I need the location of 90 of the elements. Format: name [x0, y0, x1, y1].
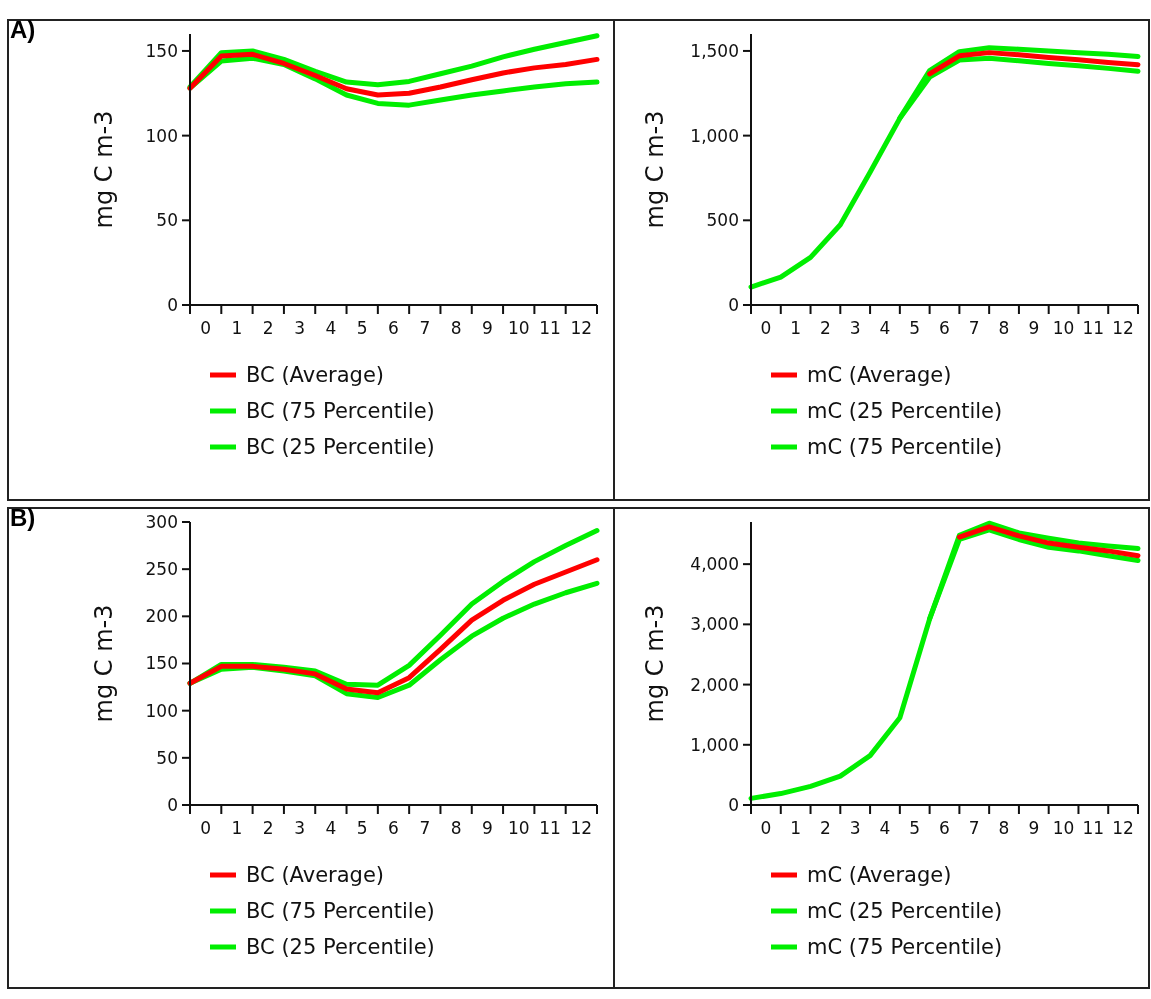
legend-label: BC (Average): [246, 863, 384, 887]
x-tick-label: 2: [262, 318, 274, 338]
x-tick-label: 6: [939, 818, 950, 838]
x-tick-label: 6: [388, 818, 399, 838]
y-tick-label: 1,000: [690, 734, 739, 755]
x-tick-label: 11: [539, 318, 561, 338]
x-tick-label: 12: [570, 818, 593, 838]
legend-label: mC (Average): [807, 363, 952, 387]
legend-label: BC (Average): [246, 363, 384, 387]
x-tick-label: 11: [539, 818, 561, 838]
x-tick-label: 8: [450, 318, 462, 338]
x-tick-label: 9: [1028, 818, 1040, 838]
legend-label: BC (25 Percentile): [246, 935, 435, 959]
x-tick-label: 11: [1082, 318, 1105, 338]
legend-label: mC (75 Percentile): [807, 435, 1003, 459]
y-tick-label: 3,000: [690, 614, 739, 635]
x-tick-label: 10: [1052, 318, 1075, 338]
x-tick-label: 4: [325, 818, 337, 838]
x-tick-label: 8: [998, 318, 1010, 338]
x-tick-label: 9: [482, 818, 493, 838]
x-tick-label: 12: [1112, 818, 1134, 838]
x-tick-label: 1: [231, 318, 243, 338]
y-axis-title: mg C m-3: [90, 604, 118, 723]
x-tick-label: 7: [419, 318, 431, 338]
y-tick-label: 250: [145, 559, 178, 580]
x-tick-label: 3: [294, 818, 305, 838]
y-axis-title: mg C m-3: [641, 604, 669, 723]
x-tick-label: 0: [200, 818, 212, 838]
x-tick-label: 6: [939, 318, 950, 338]
y-tick-label: 300: [145, 511, 178, 532]
x-tick-label: 7: [968, 318, 980, 338]
x-tick-label: 7: [419, 818, 431, 838]
x-tick-label: 12: [1112, 318, 1134, 338]
x-tick-label: 12: [570, 318, 593, 338]
x-tick-label: 4: [325, 318, 337, 338]
y-tick-label: 100: [145, 125, 178, 146]
legend-label: mC (25 Percentile): [807, 899, 1003, 923]
x-tick-label: 1: [790, 818, 802, 838]
x-tick-label: 9: [1028, 318, 1040, 338]
x-tick-label: 3: [849, 318, 861, 338]
x-tick-label: 2: [820, 318, 831, 338]
y-tick-label: 50: [156, 747, 178, 768]
text: A): [10, 16, 36, 43]
y-tick-label: 100: [145, 700, 178, 721]
x-tick-label: 9: [482, 318, 493, 338]
y-tick-label: 200: [145, 606, 178, 627]
x-tick-label: 5: [909, 818, 921, 838]
x-tick-label: 6: [388, 318, 399, 338]
legend-label: mC (Average): [807, 863, 952, 887]
x-tick-label: 2: [820, 818, 831, 838]
legend-label: BC (25 Percentile): [246, 435, 435, 459]
text: B): [10, 504, 36, 531]
x-tick-label: 7: [968, 818, 980, 838]
x-tick-label: 5: [356, 818, 368, 838]
y-tick-label: 500: [706, 210, 739, 231]
y-tick-label: 1,000: [690, 125, 739, 146]
y-tick-label: 0: [728, 294, 739, 315]
x-tick-label: 0: [200, 318, 212, 338]
y-tick-label: 0: [728, 794, 739, 815]
legend-label: BC (75 Percentile): [246, 399, 435, 423]
y-tick-label: 150: [145, 653, 178, 674]
legend-label: mC (75 Percentile): [807, 935, 1003, 959]
x-tick-label: 3: [849, 818, 861, 838]
x-tick-label: 10: [507, 818, 530, 838]
legend-label: BC (75 Percentile): [246, 899, 435, 923]
x-tick-label: 10: [507, 318, 530, 338]
x-tick-label: 5: [356, 318, 368, 338]
x-tick-label: 8: [998, 818, 1010, 838]
x-tick-label: 4: [879, 818, 891, 838]
x-tick-label: 11: [1082, 818, 1105, 838]
y-tick-label: 50: [156, 210, 178, 231]
y-axis-title: mg C m-3: [641, 110, 669, 229]
x-tick-label: 1: [231, 818, 243, 838]
x-tick-label: 3: [294, 318, 305, 338]
y-axis-title: mg C m-3: [90, 110, 118, 229]
y-tick-label: 1,500: [690, 40, 739, 61]
legend-label: mC (25 Percentile): [807, 399, 1003, 423]
y-tick-label: 0: [167, 794, 178, 815]
x-tick-label: 10: [1052, 818, 1075, 838]
y-tick-label: 2,000: [690, 674, 739, 695]
x-tick-label: 2: [262, 818, 274, 838]
y-tick-label: 150: [145, 40, 178, 61]
x-tick-label: 0: [760, 318, 772, 338]
x-tick-label: 4: [879, 318, 891, 338]
x-tick-label: 0: [760, 818, 772, 838]
x-tick-label: 1: [790, 318, 802, 338]
x-tick-label: 8: [450, 818, 462, 838]
x-tick-label: 5: [909, 318, 921, 338]
y-tick-label: 0: [167, 294, 178, 315]
y-tick-label: 4,000: [690, 554, 739, 575]
